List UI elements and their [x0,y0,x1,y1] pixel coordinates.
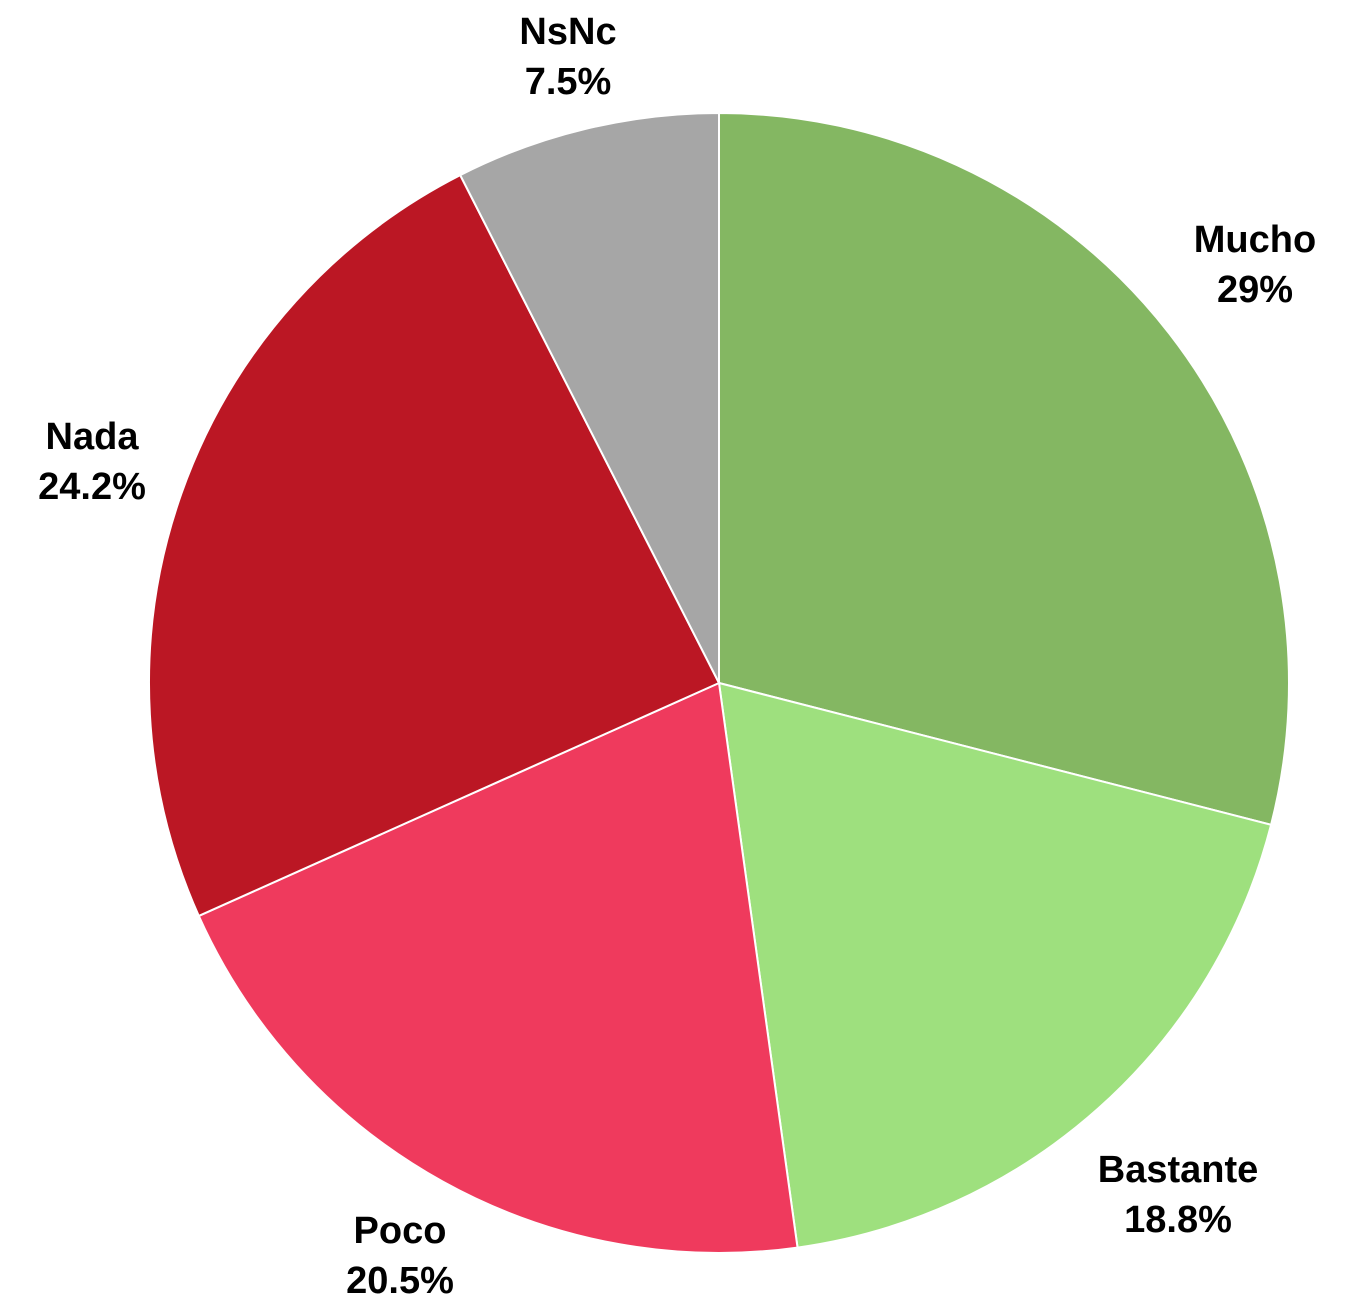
slice-nsnc [458,111,720,684]
label-nada: Nada 24.2% [38,412,146,512]
label-bastante-value: 18.8% [1124,1199,1232,1241]
slice-nada [148,173,721,918]
label-bastante-name: Bastante [1097,1149,1259,1191]
label-bastante: Bastante 18.8% [1098,1145,1259,1245]
label-mucho-name: Mucho [1193,219,1317,261]
slice-mucho [718,111,1290,826]
label-nsnc: NsNc 7.5% [519,7,616,107]
label-nsnc-value: 7.5% [524,61,612,103]
slice-poco [197,681,799,1254]
label-nada-value: 24.2% [38,466,146,508]
label-nsnc-name: NsNc [519,11,617,53]
label-mucho: Mucho 29% [1194,215,1316,315]
label-mucho-value: 29% [1216,269,1294,311]
label-poco: Poco 20.5% [346,1206,454,1306]
label-nada-name: Nada [45,416,139,458]
label-poco-name: Poco [353,1210,447,1252]
slice-bastante [717,681,1273,1249]
label-poco-value: 20.5% [346,1260,454,1302]
